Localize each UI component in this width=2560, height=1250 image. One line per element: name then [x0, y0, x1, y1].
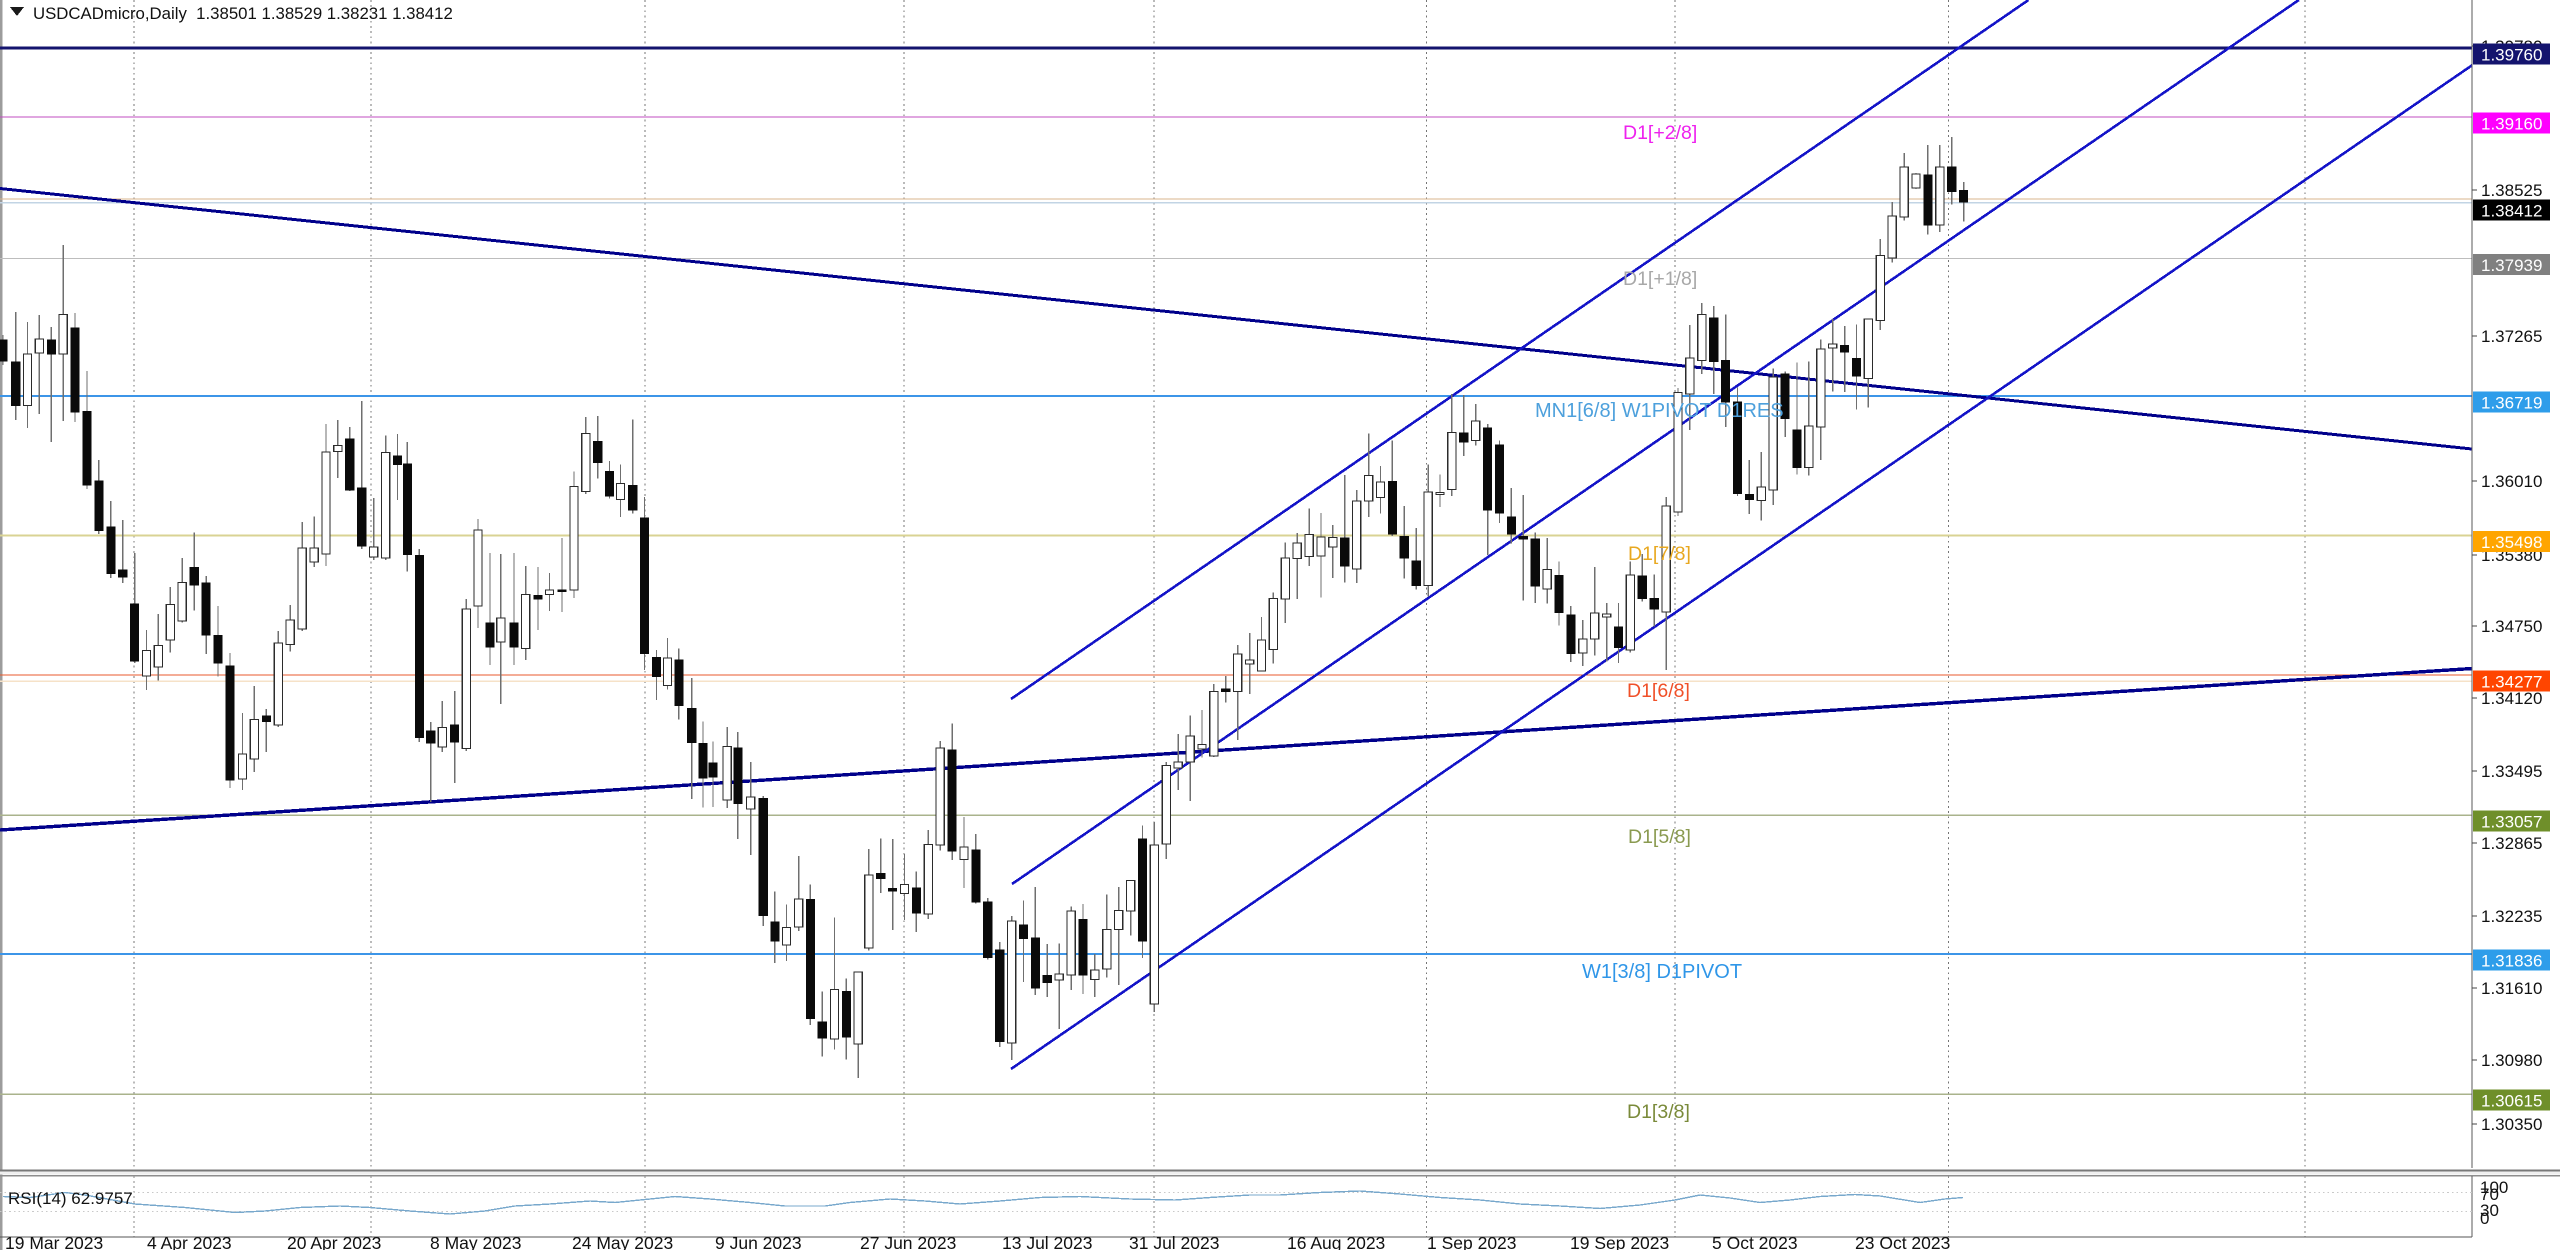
svg-text:1.33057: 1.33057 [2481, 813, 2542, 832]
svg-text:W1[3/8] D1PIVOT: W1[3/8] D1PIVOT [1582, 961, 1742, 983]
svg-text:1.34277: 1.34277 [2481, 673, 2542, 692]
svg-text:9 Jun 2023: 9 Jun 2023 [715, 1233, 802, 1250]
svg-text:1.31836: 1.31836 [2481, 952, 2542, 971]
svg-text:1.35498: 1.35498 [2481, 533, 2542, 552]
svg-text:31 Jul 2023: 31 Jul 2023 [1129, 1233, 1220, 1250]
svg-text:70: 70 [2480, 1185, 2499, 1204]
svg-text:1.36719: 1.36719 [2481, 394, 2542, 413]
svg-text:D1[3/8]: D1[3/8] [1627, 1101, 1690, 1123]
svg-text:RSI(14) 62.9757: RSI(14) 62.9757 [8, 1189, 133, 1208]
svg-text:D1[5/8]: D1[5/8] [1628, 826, 1691, 848]
svg-text:1.38525: 1.38525 [2481, 181, 2542, 200]
svg-text:1.31610: 1.31610 [2481, 979, 2542, 998]
svg-text:1.38412: 1.38412 [2481, 202, 2542, 221]
svg-text:24 May 2023: 24 May 2023 [572, 1233, 673, 1250]
svg-text:4 Apr 2023: 4 Apr 2023 [147, 1233, 232, 1250]
svg-text:1.39160: 1.39160 [2481, 115, 2542, 134]
svg-text:D1[+1/8]: D1[+1/8] [1623, 268, 1697, 290]
svg-text:100: 100 [2480, 1178, 2508, 1197]
svg-text:1.37265: 1.37265 [2481, 327, 2542, 346]
svg-text:1.36010: 1.36010 [2481, 472, 2542, 491]
svg-text:1.32865: 1.32865 [2481, 834, 2542, 853]
svg-text:1.30350: 1.30350 [2481, 1115, 2542, 1134]
svg-text:8 May 2023: 8 May 2023 [430, 1233, 521, 1250]
svg-text:1.34120: 1.34120 [2481, 689, 2542, 708]
svg-text:19 Sep 2023: 19 Sep 2023 [1570, 1233, 1669, 1250]
svg-text:19 Mar 2023: 19 Mar 2023 [5, 1233, 103, 1250]
svg-text:1.33495: 1.33495 [2481, 762, 2542, 781]
svg-text:1.39760: 1.39760 [2481, 46, 2542, 65]
svg-text:1 Sep 2023: 1 Sep 2023 [1427, 1233, 1517, 1250]
svg-text:23 Oct 2023: 23 Oct 2023 [1855, 1233, 1950, 1250]
svg-text:20 Apr 2023: 20 Apr 2023 [287, 1233, 381, 1250]
svg-text:1.32235: 1.32235 [2481, 907, 2542, 926]
svg-text:1.30615: 1.30615 [2481, 1092, 2542, 1111]
svg-text:1.34750: 1.34750 [2481, 617, 2542, 636]
svg-text:D1[+2/8]: D1[+2/8] [1623, 122, 1697, 144]
svg-text:16 Aug 2023: 16 Aug 2023 [1287, 1233, 1385, 1250]
svg-text:1.37939: 1.37939 [2481, 256, 2542, 275]
svg-text:0: 0 [2480, 1209, 2489, 1228]
svg-text:27 Jun 2023: 27 Jun 2023 [860, 1233, 956, 1250]
svg-text:1.30980: 1.30980 [2481, 1051, 2542, 1070]
svg-text:MN1[6/8] W1PIVOT D1RES: MN1[6/8] W1PIVOT D1RES [1535, 400, 1784, 422]
svg-text:5 Oct 2023: 5 Oct 2023 [1712, 1233, 1798, 1250]
svg-text:D1[6/8]: D1[6/8] [1627, 680, 1690, 702]
svg-text:D1[7/8]: D1[7/8] [1628, 543, 1691, 565]
svg-text:30: 30 [2480, 1201, 2499, 1220]
svg-text:USDCADmicro,Daily 1.38501 1.3: USDCADmicro,Daily 1.38501 1.38529 1.3823… [33, 4, 453, 23]
svg-text:13 Jul 2023: 13 Jul 2023 [1002, 1233, 1093, 1250]
